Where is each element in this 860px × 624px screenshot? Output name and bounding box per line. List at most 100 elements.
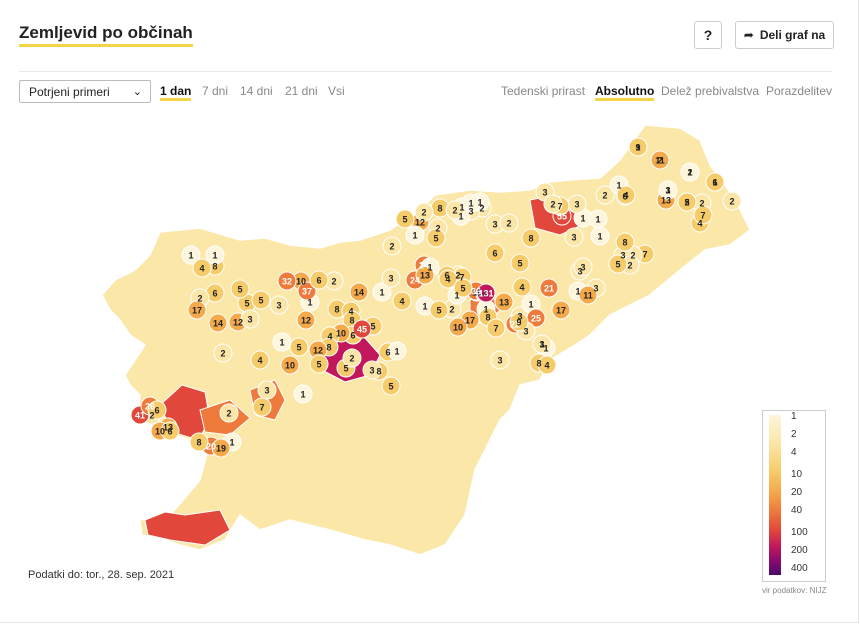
municipality-region[interactable] bbox=[160, 421, 180, 441]
municipality-region[interactable] bbox=[250, 350, 270, 370]
municipality-region[interactable] bbox=[615, 232, 635, 252]
municipality-region[interactable] bbox=[693, 205, 713, 225]
municipality-region[interactable] bbox=[395, 209, 415, 229]
municipality-region[interactable] bbox=[537, 355, 557, 375]
municipality-region[interactable] bbox=[240, 309, 260, 329]
legend-gradient bbox=[769, 415, 781, 575]
municipality-region[interactable] bbox=[677, 192, 697, 212]
municipality-region[interactable] bbox=[372, 282, 392, 302]
municipality-region[interactable] bbox=[309, 354, 329, 374]
municipality-region[interactable] bbox=[650, 150, 670, 170]
municipality-region[interactable] bbox=[438, 269, 458, 289]
municipality-region[interactable] bbox=[381, 376, 401, 396]
municipality-region[interactable] bbox=[382, 236, 402, 256]
municipality-region[interactable] bbox=[616, 185, 636, 205]
municipality-region[interactable] bbox=[213, 343, 233, 363]
municipality-region[interactable] bbox=[392, 291, 412, 311]
municipality-region[interactable] bbox=[543, 194, 563, 214]
municipality-region[interactable] bbox=[309, 270, 329, 290]
municipality-region[interactable] bbox=[590, 226, 610, 246]
municipality-value-label: 17 bbox=[465, 316, 475, 326]
municipality-region[interactable] bbox=[578, 285, 598, 305]
page-title: Zemljevid po občinah bbox=[19, 23, 193, 47]
municipality-region[interactable] bbox=[658, 180, 678, 200]
tab-21-dni[interactable]: 21 dni bbox=[285, 84, 318, 98]
tab-porazdelitev[interactable]: Porazdelitev bbox=[766, 84, 833, 98]
help-button[interactable]: ? bbox=[694, 21, 722, 49]
municipality-region[interactable] bbox=[381, 268, 401, 288]
municipality-region[interactable] bbox=[352, 319, 372, 339]
tab-1-dan[interactable]: 1 dan bbox=[160, 84, 192, 101]
municipality-region[interactable] bbox=[532, 334, 552, 354]
municipality-value-label: 8 bbox=[536, 359, 541, 369]
tab-vsi[interactable]: Vsi bbox=[328, 84, 345, 98]
municipality-region[interactable] bbox=[297, 281, 317, 301]
municipality-region[interactable] bbox=[510, 253, 530, 273]
municipality-region[interactable] bbox=[252, 397, 272, 417]
municipality-region[interactable] bbox=[485, 243, 505, 263]
municipality-region[interactable] bbox=[362, 360, 382, 380]
municipality-region[interactable] bbox=[181, 245, 201, 265]
municipality-region[interactable] bbox=[192, 258, 212, 278]
municipality-region[interactable] bbox=[453, 278, 473, 298]
municipality-region[interactable] bbox=[211, 438, 231, 458]
municipality-region[interactable] bbox=[521, 228, 541, 248]
municipality-region[interactable] bbox=[539, 278, 559, 298]
municipality-region[interactable] bbox=[490, 350, 510, 370]
municipality-region[interactable] bbox=[147, 400, 167, 420]
tab-7-dni[interactable]: 7 dni bbox=[202, 84, 229, 98]
municipality-region[interactable] bbox=[219, 403, 239, 423]
tab-tedenski-prirast[interactable]: Tedenski prirast bbox=[501, 84, 586, 98]
municipality-value-label: 7 bbox=[700, 211, 705, 221]
municipality-region[interactable] bbox=[564, 227, 584, 247]
municipality-region[interactable] bbox=[230, 279, 250, 299]
municipality-region[interactable] bbox=[705, 172, 725, 192]
municipality-region[interactable] bbox=[499, 213, 519, 233]
municipality-region[interactable] bbox=[349, 282, 369, 302]
municipality-value-label: 20 bbox=[206, 442, 216, 452]
municipality-region[interactable] bbox=[595, 185, 615, 205]
municipality-region[interactable] bbox=[189, 432, 209, 452]
tab-14-dni[interactable]: 14 dni bbox=[240, 84, 273, 98]
municipality-region[interactable] bbox=[405, 225, 425, 245]
municipality-region[interactable] bbox=[251, 290, 271, 310]
municipality-region[interactable] bbox=[426, 228, 446, 248]
municipality-region[interactable] bbox=[296, 310, 316, 330]
share-button[interactable]: ➦ Deli graf na bbox=[735, 21, 834, 49]
municipality-region[interactable] bbox=[680, 162, 700, 182]
municipality-value-label: 1 bbox=[483, 305, 488, 315]
municipality-region[interactable] bbox=[415, 265, 435, 285]
municipality-region[interactable] bbox=[608, 254, 628, 274]
municipality-region[interactable] bbox=[414, 202, 434, 222]
municipality-region[interactable] bbox=[494, 292, 514, 312]
municipality-region[interactable] bbox=[445, 200, 465, 220]
municipality-region[interactable] bbox=[208, 313, 228, 333]
municipality-region[interactable] bbox=[722, 191, 742, 211]
municipality-region[interactable] bbox=[342, 348, 362, 368]
municipality-region[interactable] bbox=[486, 318, 506, 338]
municipality-region[interactable] bbox=[509, 312, 529, 332]
municipality-region[interactable] bbox=[551, 300, 571, 320]
municipality-region[interactable] bbox=[144, 509, 231, 546]
metric-select[interactable]: Potrjeni primeri ⌄ bbox=[19, 80, 151, 103]
slovenia-municipality-map[interactable]: 1 2 2 1 3 2 2 13 2 4 7 2 6 1 55 3 1 1 1 4 3 7 3 2 2 3 1 1 1 3 2 12 8 1 2 2 1… bbox=[90, 120, 770, 560]
municipality-value-label: 2 bbox=[435, 224, 440, 234]
municipality-value-label: 6 bbox=[444, 271, 449, 281]
municipality-region[interactable] bbox=[205, 245, 225, 265]
tab-delez-prebivalstva[interactable]: Delež prebivalstva bbox=[661, 84, 760, 98]
municipality-region[interactable] bbox=[187, 300, 207, 320]
municipality-region[interactable] bbox=[476, 283, 496, 303]
municipality-region[interactable] bbox=[272, 332, 292, 352]
municipality-region[interactable] bbox=[277, 271, 297, 291]
municipality-region[interactable] bbox=[280, 355, 300, 375]
municipality-region[interactable] bbox=[448, 317, 468, 337]
municipality-region[interactable] bbox=[628, 137, 648, 157]
municipality-region[interactable] bbox=[269, 295, 289, 315]
municipality-region[interactable] bbox=[293, 384, 313, 404]
municipality-region[interactable] bbox=[573, 257, 593, 277]
tab-absolutno[interactable]: Absolutno bbox=[595, 84, 655, 101]
municipality-region[interactable] bbox=[387, 341, 407, 361]
municipality-region[interactable] bbox=[512, 277, 532, 297]
municipality-region[interactable] bbox=[429, 300, 449, 320]
